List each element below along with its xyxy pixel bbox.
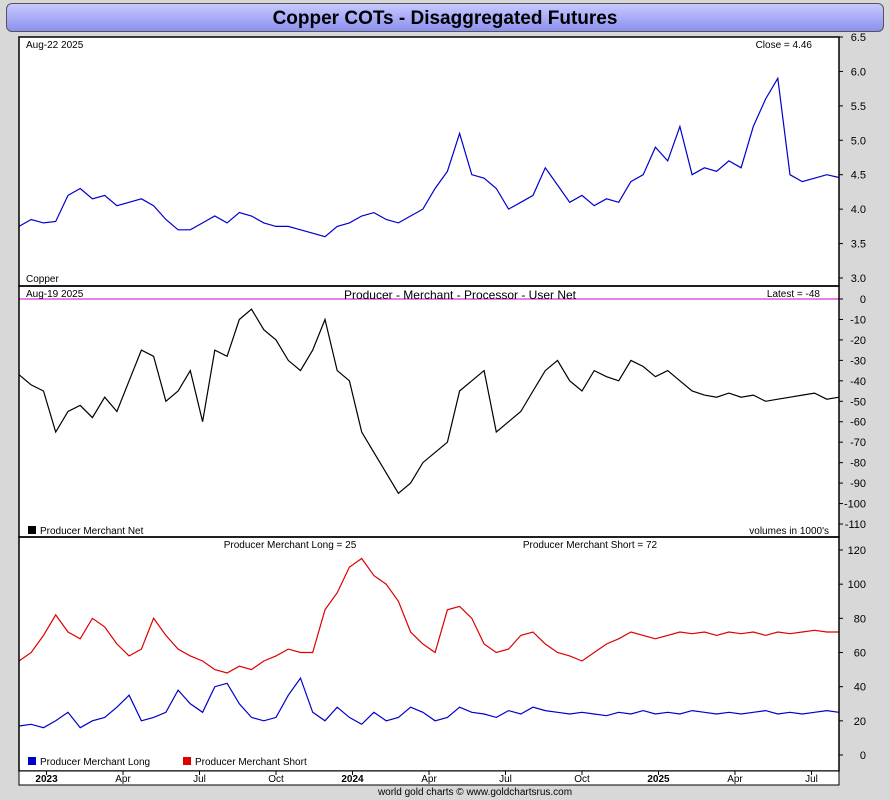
net-ytick-label: 0: [860, 294, 866, 306]
net-series-line-0: [18, 308, 840, 495]
x-tick-label: 2024: [341, 774, 364, 785]
net-panel-title: Producer - Merchant - Processor - User N…: [344, 288, 577, 302]
x-tick-label: Jul: [499, 774, 512, 785]
x-tick-label: Oct: [574, 774, 590, 785]
x-tick-label: 2023: [35, 774, 58, 785]
net-ytick-label: -60: [850, 417, 866, 429]
volumes-note: volumes in 1000's: [749, 526, 829, 537]
net-ytick-label: -90: [850, 478, 866, 490]
x-tick-label: Jul: [193, 774, 206, 785]
net-legend-label: Producer Merchant Net: [40, 526, 144, 537]
net-ytick-label: -70: [850, 437, 866, 449]
ls-ytick-label: 120: [848, 545, 866, 557]
net-ytick-label: -50: [850, 396, 866, 408]
short-legend-label: Producer Merchant Short: [195, 757, 307, 768]
long-latest-label: Producer Merchant Long = 25: [224, 540, 357, 551]
price-date-label: Aug-22 2025: [26, 40, 84, 51]
x-tick-label: Apr: [421, 774, 437, 785]
price-ytick-label: 3.5: [851, 239, 866, 251]
net-ytick-label: -80: [850, 458, 866, 470]
short-legend-swatch: [183, 757, 191, 765]
price-series-line-0: [18, 76, 840, 238]
net-ytick-label: -30: [850, 355, 866, 367]
price-ytick-label: 4.5: [851, 170, 866, 182]
net-latest-label: Latest = -48: [767, 289, 821, 300]
long-legend-swatch: [28, 757, 36, 765]
ls-series-line-0: [18, 676, 840, 729]
net-date-label: Aug-19 2025: [26, 289, 84, 300]
ls-ytick-label: 0: [860, 750, 866, 762]
ls-ytick-label: 40: [854, 682, 866, 694]
x-tick-label: 2025: [647, 774, 670, 785]
price-ytick-label: 4.0: [851, 204, 866, 216]
page-title: Copper COTs - Disaggregated Futures: [272, 8, 618, 29]
net-panel: 0 -10 -20 -30 -40 -50 -60 -70 -80 -90 -100 -110: [18, 285, 866, 538]
price-ytick-label: 6.0: [851, 66, 866, 78]
title-bar: Copper COTs - Disaggregated Futures: [6, 3, 884, 32]
plot-background: [19, 37, 839, 771]
net-legend-swatch: [28, 526, 36, 534]
price-ytick-label: 6.5: [851, 32, 866, 44]
price-series-label: Copper: [26, 274, 59, 285]
short-latest-label: Producer Merchant Short = 72: [523, 540, 658, 551]
net-ytick-label: -40: [850, 376, 866, 388]
ls-ytick-label: 60: [854, 648, 866, 660]
ls-ytick-label: 80: [854, 613, 866, 625]
net-ytick-label: -10: [850, 314, 866, 326]
price-close-label: Close = 4.46: [756, 40, 813, 51]
x-tick-label: Apr: [115, 774, 131, 785]
net-ytick-label: -100: [844, 499, 866, 511]
footer-credit: world gold charts © www.goldchartsrus.co…: [377, 787, 572, 798]
x-tick-label: Apr: [727, 774, 743, 785]
price-ytick-label: 3.0: [851, 273, 866, 285]
ls-ytick-label: 20: [854, 716, 866, 728]
long-legend-label: Producer Merchant Long: [40, 757, 150, 768]
x-tick-label: Jul: [805, 774, 818, 785]
net-ytick-label: -20: [850, 335, 866, 347]
x-tick-label: Oct: [268, 774, 284, 785]
price-ytick-label: 5.0: [851, 135, 866, 147]
price-ytick-label: 5.5: [851, 101, 866, 113]
ls-ytick-label: 100: [848, 579, 866, 591]
ls-series-line-1: [18, 557, 839, 674]
net-ytick-label: -110: [845, 519, 866, 531]
x-axis: 2023 Apr Jul Oct 2024 Apr Jul Oct 2025 Apr Jul: [18, 770, 840, 786]
